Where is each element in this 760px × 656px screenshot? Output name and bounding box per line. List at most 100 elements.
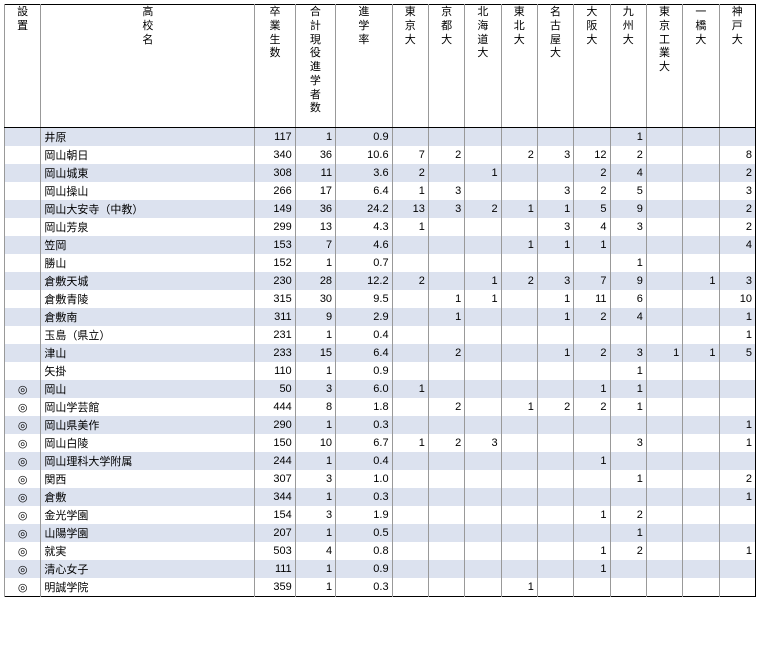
table-cell — [501, 164, 537, 182]
column-header: 高校名 — [41, 5, 255, 128]
table-cell: 1 — [719, 488, 755, 506]
table-cell: 315 — [255, 290, 295, 308]
table-cell: 28 — [295, 272, 335, 290]
table-cell — [428, 128, 464, 147]
table-cell: 24.2 — [336, 200, 393, 218]
table-cell: 1 — [295, 452, 335, 470]
table-cell — [683, 200, 719, 218]
table-cell: 1 — [610, 362, 646, 380]
table-cell: 2 — [465, 200, 501, 218]
table-cell — [537, 254, 573, 272]
table-cell — [537, 164, 573, 182]
table-cell: ◎ — [5, 380, 41, 398]
table-cell: 2 — [392, 272, 428, 290]
table-cell: 12 — [574, 146, 610, 164]
column-header: 東京大 — [392, 5, 428, 128]
table-cell: ◎ — [5, 542, 41, 560]
table-cell: 1 — [610, 524, 646, 542]
table-cell — [465, 380, 501, 398]
table-cell: 6.4 — [336, 344, 393, 362]
table-cell: ◎ — [5, 434, 41, 452]
table-cell: 5 — [574, 200, 610, 218]
table-cell — [646, 236, 682, 254]
table-cell: 1 — [646, 344, 682, 362]
table-cell: 1 — [465, 164, 501, 182]
table-cell — [574, 578, 610, 597]
table-cell: 154 — [255, 506, 295, 524]
table-cell: 勝山 — [41, 254, 255, 272]
table-cell: 30 — [295, 290, 335, 308]
table-cell: 244 — [255, 452, 295, 470]
table-cell — [683, 128, 719, 147]
table-cell — [537, 578, 573, 597]
table-cell: 9 — [610, 200, 646, 218]
table-cell — [537, 326, 573, 344]
table-cell: 1 — [574, 560, 610, 578]
column-header: 京都大 — [428, 5, 464, 128]
table-row: ◎山陽学園20710.51 — [5, 524, 756, 542]
table-cell — [501, 344, 537, 362]
table-cell — [501, 254, 537, 272]
column-header: 九州大 — [610, 5, 646, 128]
table-header: 設置高校名卒業生数合計現役進学者数進学率東京大京都大北海道大東北大名古屋大大阪大… — [5, 5, 756, 128]
table-cell: 117 — [255, 128, 295, 147]
table-cell — [683, 524, 719, 542]
table-cell — [719, 578, 755, 597]
table-row: ◎清心女子11110.91 — [5, 560, 756, 578]
table-cell — [646, 560, 682, 578]
table-cell — [465, 146, 501, 164]
table-cell: 9.5 — [336, 290, 393, 308]
table-cell: 1 — [465, 290, 501, 308]
table-cell — [501, 524, 537, 542]
table-cell — [646, 254, 682, 272]
table-cell — [501, 488, 537, 506]
table-cell: 2 — [428, 344, 464, 362]
table-cell: 倉敷 — [41, 488, 255, 506]
table-cell — [392, 416, 428, 434]
table-cell — [465, 560, 501, 578]
table-cell: 1 — [610, 470, 646, 488]
table-cell: 6 — [610, 290, 646, 308]
table-cell — [683, 452, 719, 470]
table-cell: 11 — [295, 164, 335, 182]
table-cell — [428, 506, 464, 524]
table-cell — [392, 290, 428, 308]
table-cell — [574, 416, 610, 434]
table-cell — [392, 488, 428, 506]
table-cell — [465, 452, 501, 470]
table-body: 井原11710.91岡山朝日3403610.672231228岡山城東30811… — [5, 128, 756, 597]
table-cell: 1 — [610, 128, 646, 147]
table-cell — [392, 326, 428, 344]
table-cell: 1 — [295, 326, 335, 344]
table-cell — [392, 542, 428, 560]
table-cell — [646, 434, 682, 452]
column-header: 一橋大 — [683, 5, 719, 128]
table-cell: 1 — [537, 344, 573, 362]
table-cell — [683, 254, 719, 272]
table-cell: 2 — [719, 470, 755, 488]
table-cell: 玉島（県立） — [41, 326, 255, 344]
table-cell: 6.4 — [336, 182, 393, 200]
table-cell — [501, 362, 537, 380]
table-cell — [5, 164, 41, 182]
table-cell: 12.2 — [336, 272, 393, 290]
table-cell — [392, 524, 428, 542]
table-cell — [719, 452, 755, 470]
table-cell — [610, 416, 646, 434]
table-cell — [428, 416, 464, 434]
table-cell: 9 — [610, 272, 646, 290]
table-cell: 岡山芳泉 — [41, 218, 255, 236]
table-cell: 149 — [255, 200, 295, 218]
table-cell — [646, 164, 682, 182]
table-cell: 2 — [610, 542, 646, 560]
table-cell: ◎ — [5, 560, 41, 578]
table-cell — [683, 506, 719, 524]
table-cell: 就実 — [41, 542, 255, 560]
table-cell — [683, 398, 719, 416]
table-cell — [683, 218, 719, 236]
table-cell: 2 — [428, 398, 464, 416]
table-row: ◎岡山学芸館44481.821221 — [5, 398, 756, 416]
table-cell — [465, 254, 501, 272]
table-cell — [392, 344, 428, 362]
table-cell — [501, 560, 537, 578]
